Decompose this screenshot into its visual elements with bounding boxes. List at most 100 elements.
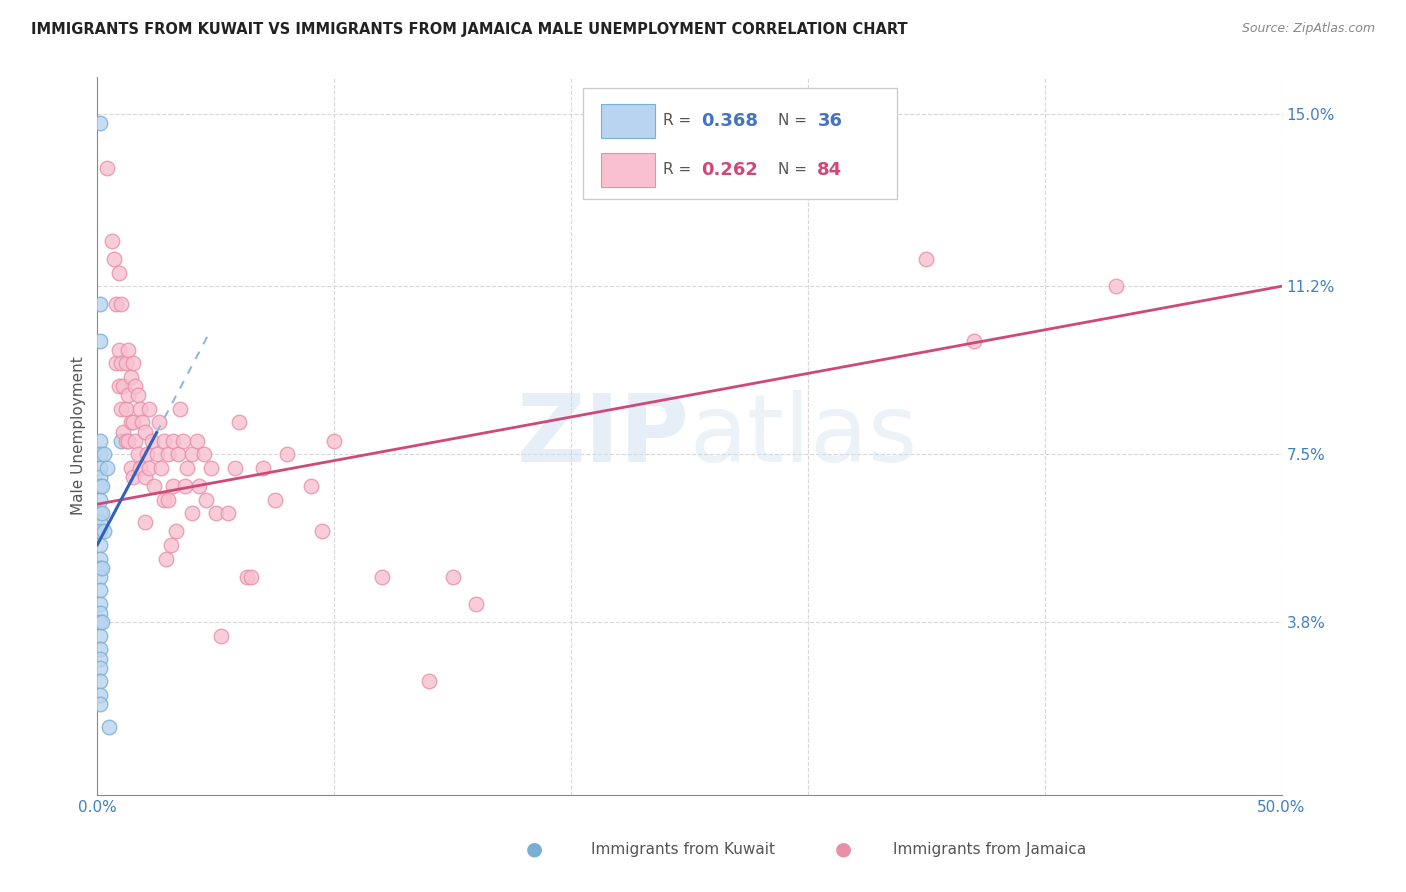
Point: [122, 416, 145, 430]
Point: [962, 334, 984, 348]
Point: [89, 524, 111, 539]
FancyBboxPatch shape: [600, 103, 655, 138]
Point: [172, 434, 194, 448]
Point: [89, 447, 111, 461]
Point: [120, 416, 142, 430]
Point: [89, 479, 111, 493]
Text: Immigrants from Kuwait: Immigrants from Kuwait: [591, 842, 775, 856]
Point: [181, 447, 204, 461]
Point: [148, 416, 170, 430]
Text: 36: 36: [817, 112, 842, 130]
Point: [157, 447, 180, 461]
Point: [89, 492, 111, 507]
Point: [150, 460, 173, 475]
Point: [138, 460, 160, 475]
Point: [120, 370, 142, 384]
Text: 84: 84: [817, 161, 842, 178]
Point: [204, 506, 226, 520]
FancyBboxPatch shape: [583, 88, 897, 200]
Point: [89, 697, 111, 711]
Point: [195, 492, 218, 507]
Point: [465, 597, 488, 611]
Point: [193, 447, 215, 461]
Point: [89, 570, 111, 584]
Point: [323, 434, 346, 448]
Point: [110, 297, 132, 311]
Point: [134, 470, 156, 484]
Text: 0.368: 0.368: [702, 112, 758, 130]
Text: 0.262: 0.262: [702, 161, 758, 178]
Point: [1105, 279, 1128, 293]
Point: [89, 606, 111, 620]
Point: [114, 401, 136, 416]
Point: [89, 434, 111, 448]
Point: [124, 434, 146, 448]
Point: [915, 252, 938, 266]
Point: [418, 674, 440, 689]
Point: [122, 356, 145, 370]
Point: [157, 492, 180, 507]
Point: [89, 551, 111, 566]
Text: N =: N =: [779, 162, 813, 178]
Point: [89, 660, 111, 674]
Point: [89, 297, 111, 311]
Y-axis label: Male Unemployment: Male Unemployment: [72, 357, 86, 516]
Point: [370, 570, 392, 584]
Point: [110, 401, 132, 416]
Point: [91, 479, 114, 493]
Point: [129, 401, 152, 416]
Text: IMMIGRANTS FROM KUWAIT VS IMMIGRANTS FROM JAMAICA MALE UNEMPLOYMENT CORRELATION : IMMIGRANTS FROM KUWAIT VS IMMIGRANTS FRO…: [31, 22, 907, 37]
Point: [299, 479, 322, 493]
Point: [181, 506, 204, 520]
Point: [117, 434, 139, 448]
Point: [89, 560, 111, 574]
Point: [110, 434, 132, 448]
Point: [89, 615, 111, 630]
Point: [134, 425, 156, 439]
Point: [89, 116, 111, 130]
Point: [89, 629, 111, 643]
Point: [89, 583, 111, 598]
Point: [200, 460, 222, 475]
Point: [89, 651, 111, 665]
Point: [120, 460, 142, 475]
Point: [124, 379, 146, 393]
Point: [93, 447, 115, 461]
Text: Immigrants from Jamaica: Immigrants from Jamaica: [893, 842, 1085, 856]
Point: [107, 343, 129, 357]
Point: [186, 434, 208, 448]
Point: [93, 524, 115, 539]
Point: [89, 642, 111, 657]
Point: [188, 479, 211, 493]
Point: [96, 161, 118, 176]
Point: [311, 524, 333, 539]
Point: [96, 460, 118, 475]
Point: [165, 524, 187, 539]
Point: [176, 460, 198, 475]
Point: [143, 479, 166, 493]
Point: [91, 506, 114, 520]
Text: atlas: atlas: [689, 390, 918, 482]
Point: [276, 447, 298, 461]
Point: [228, 416, 250, 430]
Point: [105, 356, 128, 370]
Point: [152, 492, 174, 507]
Point: [89, 516, 111, 530]
Point: [112, 425, 135, 439]
Point: [127, 388, 149, 402]
Point: [91, 615, 114, 630]
Point: [105, 297, 128, 311]
Point: [89, 460, 111, 475]
Point: [114, 434, 136, 448]
Point: [107, 379, 129, 393]
Point: [224, 460, 246, 475]
Point: [89, 538, 111, 552]
Point: [117, 388, 139, 402]
Text: ●: ●: [835, 839, 852, 859]
Point: [89, 470, 111, 484]
Point: [129, 460, 152, 475]
Point: [89, 688, 111, 702]
Point: [169, 401, 191, 416]
Point: [110, 356, 132, 370]
Point: [112, 379, 135, 393]
